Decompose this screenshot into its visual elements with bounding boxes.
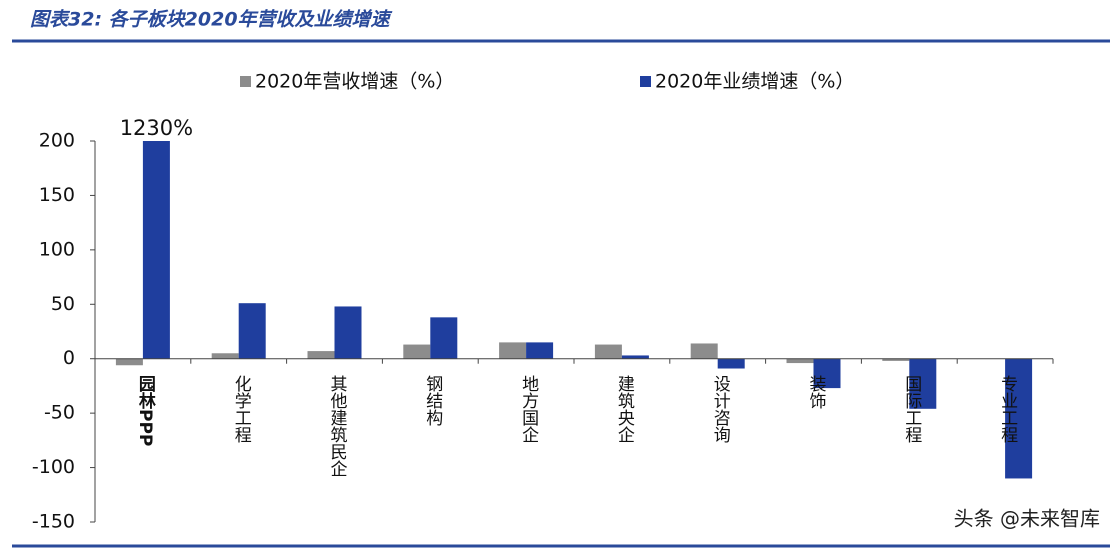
y-tick-label: 0 <box>63 347 75 369</box>
bar <box>403 344 431 359</box>
y-tick-label: 100 <box>39 238 75 260</box>
x-tick-label: 建筑央企 <box>614 375 635 443</box>
chart-title: 图表32: 各子板块2020年营收及业绩增速 <box>30 9 393 31</box>
bar <box>813 358 841 389</box>
legend-label: 2020年业绩增速（%） <box>655 71 854 93</box>
data-label: 1230% <box>120 116 193 140</box>
x-tick-label: 专业工程 <box>997 375 1018 443</box>
x-tick-label: 化学工程 <box>231 375 252 443</box>
y-tick-label: -50 <box>44 402 75 424</box>
bar <box>211 353 239 359</box>
bar <box>526 342 554 359</box>
bar <box>238 303 266 359</box>
legend-swatch <box>240 76 251 87</box>
bar <box>690 343 718 359</box>
bar <box>882 358 910 361</box>
y-tick-label: 50 <box>51 293 75 315</box>
legend-swatch <box>640 76 651 87</box>
y-tick-label: 150 <box>39 184 75 206</box>
bar <box>499 342 527 359</box>
bar <box>430 317 458 359</box>
y-tick-label: 200 <box>39 130 75 152</box>
bar <box>334 306 362 359</box>
x-tick-label: 地方国企 <box>518 375 539 443</box>
bar <box>142 141 170 359</box>
x-tick-label: 其他建筑民企 <box>327 375 348 477</box>
bar <box>909 358 937 409</box>
legend-label: 2020年营收增速（%） <box>255 71 454 93</box>
bar <box>115 358 143 366</box>
x-tick-label: 园林PPP <box>135 375 156 446</box>
y-tick-label: -150 <box>32 511 75 533</box>
y-tick-label: -100 <box>32 456 75 478</box>
x-tick-label: 钢结构 <box>422 375 443 427</box>
bar <box>786 358 814 364</box>
x-tick-label: 设计咨询 <box>710 375 731 444</box>
bar <box>594 344 622 359</box>
bar <box>1005 358 1033 479</box>
x-tick-label: 装饰 <box>806 375 827 409</box>
bar <box>717 358 745 369</box>
bar <box>307 351 335 359</box>
x-tick-label: 国际工程 <box>901 375 922 443</box>
watermark: 头条 @未来智库 <box>954 507 1100 531</box>
bar <box>621 355 649 359</box>
